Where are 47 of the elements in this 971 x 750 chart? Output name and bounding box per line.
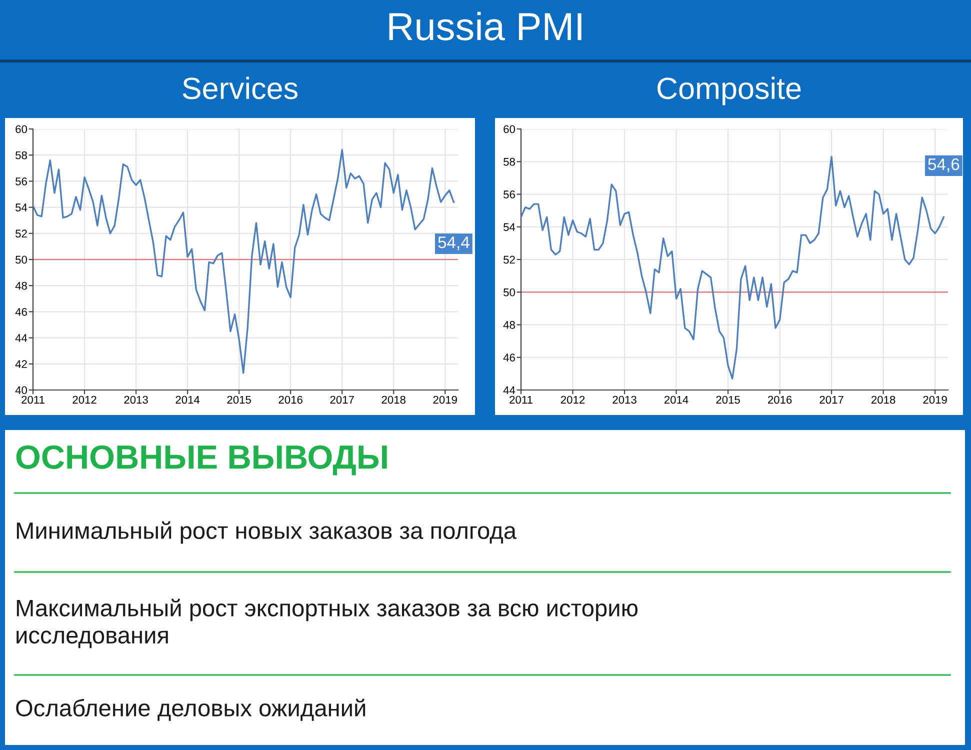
chart-title: Services	[182, 76, 298, 100]
y-tick-label: 58	[504, 158, 515, 166]
x-tick-label: 2014	[664, 396, 688, 404]
y-tick-label: 56	[16, 177, 27, 186]
y-tick-label: 46	[15, 308, 27, 316]
y-tick-label: 48	[15, 282, 27, 290]
x-tick-label: 2017	[330, 396, 354, 404]
x-tick-label: 2018	[382, 396, 406, 404]
y-tick-label: 46	[503, 354, 515, 362]
y-tick-label: 54	[16, 204, 28, 212]
y-tick-label: 54	[504, 223, 516, 232]
chart-title: Composite	[658, 76, 801, 106]
x-tick-label: 2019	[923, 396, 947, 404]
text: ОСНОВНЫЕ ВЫВОДЫ	[16, 445, 387, 476]
x-tick-label: 2016	[278, 396, 302, 404]
y-tick-label: 40	[15, 386, 28, 394]
y-tick-label: 60	[16, 125, 28, 134]
text: Ослабление деловых ожиданий	[16, 698, 366, 721]
x-tick-label: 2015	[716, 396, 740, 404]
y-tick-label: 52	[504, 256, 515, 264]
y-tick-label: 50	[504, 288, 516, 296]
x-tick-label: 2018	[872, 396, 896, 404]
x-tick-label: 2016	[768, 396, 792, 404]
y-tick-label: 56	[504, 190, 515, 198]
x-tick-label: 2011	[510, 396, 532, 404]
x-tick-label: 2012	[72, 396, 96, 404]
text: Минимальный рост новых заказов за полгода	[16, 521, 517, 544]
y-tick-label: 58	[16, 151, 27, 160]
text: Максимальный рост экспортных заказов за всю историю исследования	[16, 598, 638, 648]
x-tick-label: 2013	[124, 396, 148, 404]
x-tick-label: 2015	[227, 396, 251, 404]
x-tick-label: 2012	[560, 396, 585, 404]
y-tick-label: 42	[15, 360, 27, 368]
y-tick-label: 52	[16, 230, 27, 238]
y-tick-label: 50	[16, 256, 28, 264]
y-tick-label: 48	[503, 321, 515, 329]
y-tick-label: 44	[15, 334, 28, 342]
x-tick-label: 2019	[433, 396, 457, 404]
y-tick-label: 44	[503, 386, 516, 394]
x-tick-label: 2014	[176, 396, 200, 404]
text: Russia PMI	[389, 12, 582, 40]
annotation: 54,4	[438, 236, 470, 250]
y-tick-label: 60	[504, 125, 516, 134]
x-tick-label: 2011	[22, 396, 44, 404]
x-tick-label: 2017	[820, 396, 844, 404]
x-tick-label: 2013	[612, 396, 636, 404]
annotation: 54,6	[928, 158, 960, 172]
